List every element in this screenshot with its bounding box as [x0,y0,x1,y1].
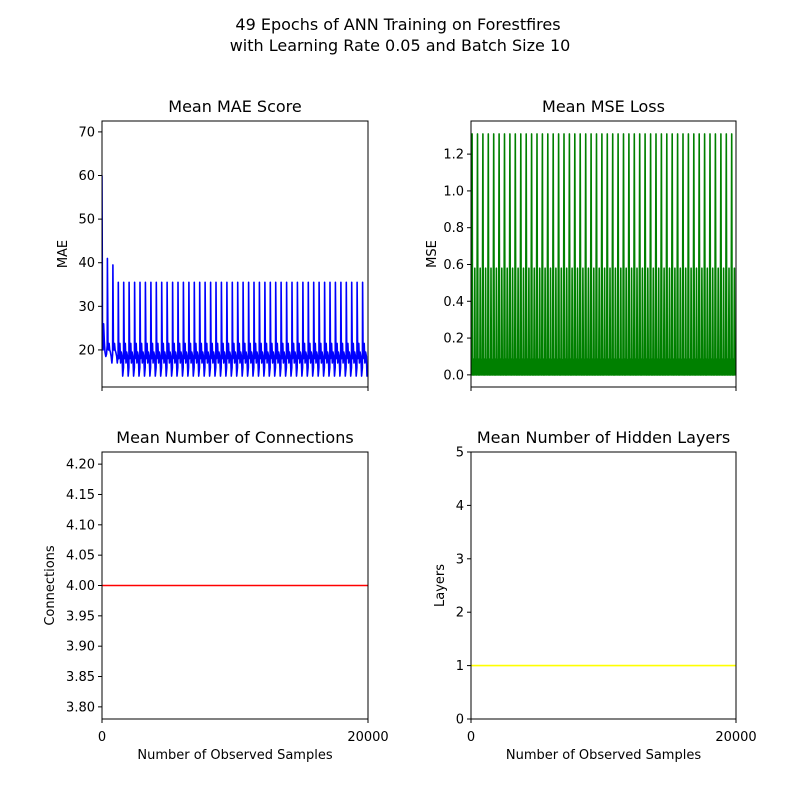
y-tick-label-connections: 3.90 [66,640,95,655]
x-tick-label-layers: 0 [467,730,475,745]
chart-title-mae: Mean MAE Score [168,97,301,116]
y-tick-label-mae: 20 [78,343,95,358]
figure-title-line1: 49 Epochs of ANN Training on Forestfires [235,15,560,34]
y-tick-label-layers: 0 [456,713,464,728]
y-tick-label-layers: 1 [456,659,464,674]
y-tick-label-connections: 4.20 [66,458,95,473]
axes-frame-layers [470,451,737,720]
y-tick-label-layers: 4 [456,499,464,514]
chart-panel-layers: Mean Number of Hidden Layers 0 1 2 3 4 5 0 20000… [433,428,757,763]
y-tick-label-layers: 3 [456,552,464,567]
y-tick-label-mae: 40 [78,256,95,271]
y-tick-label-connections: 3.85 [66,670,95,685]
y-tick-label-connections: 4.15 [66,488,95,503]
x-tick-label-layers: 20000 [715,730,756,745]
x-axis-label-layers: Number of Observed Samples [506,748,701,763]
y-tick-label-mse: 0.6 [443,258,464,273]
series-line-mse [471,133,736,376]
x-axis-label-connections: Number of Observed Samples [137,748,332,763]
x-tick-label-connections: 0 [98,730,106,745]
y-tick-label-connections: 4.10 [66,518,95,533]
y-tick-label-mse: 1.0 [443,184,464,199]
axes-frame-mae [101,120,369,388]
y-tick-label-connections: 3.95 [66,609,95,624]
y-axis-label-mse: MSE [425,240,440,268]
figure-title-line2: with Learning Rate 0.05 and Batch Size 1… [230,36,571,55]
y-axis-label-mae: MAE [56,240,71,268]
y-tick-label-layers: 5 [456,446,464,461]
chart-panel-mse: Mean MSE Loss 0.0 0.2 0.4 0.6 0.8 1.0 1.2 MSE [425,97,737,391]
y-tick-label-mse: 0.2 [443,332,464,347]
y-tick-label-mse: 0.0 [443,368,464,383]
y-tick-label-mse: 0.8 [443,221,464,236]
chart-title-layers: Mean Number of Hidden Layers [477,428,730,447]
chart-title-connections: Mean Number of Connections [116,428,353,447]
x-tick-label-connections: 20000 [347,730,388,745]
y-tick-label-layers: 2 [456,606,464,621]
y-tick-label-mae: 70 [78,125,95,140]
y-axis-label-connections: Connections [43,545,58,626]
y-tick-label-mae: 30 [78,300,95,315]
axes-frame-mse [470,120,737,388]
y-tick-label-mae: 50 [78,213,95,228]
chart-title-mse: Mean MSE Loss [542,97,665,116]
chart-panel-connections: Mean Number of Connections 3.80 3.85 3.90 3.… [43,428,389,763]
y-tick-label-connections: 4.05 [66,549,95,564]
y-axis-label-layers: Layers [433,564,448,607]
y-tick-label-connections: 4.00 [66,579,95,594]
chart-panel-mae: Mean MAE Score 20 30 40 50 60 70 MAE [56,97,369,391]
y-tick-label-mae: 60 [78,169,95,184]
series-line-mae [102,175,368,377]
y-tick-label-connections: 3.80 [66,700,95,715]
y-tick-label-mse: 1.2 [443,148,464,163]
y-tick-label-mse: 0.4 [443,295,464,310]
